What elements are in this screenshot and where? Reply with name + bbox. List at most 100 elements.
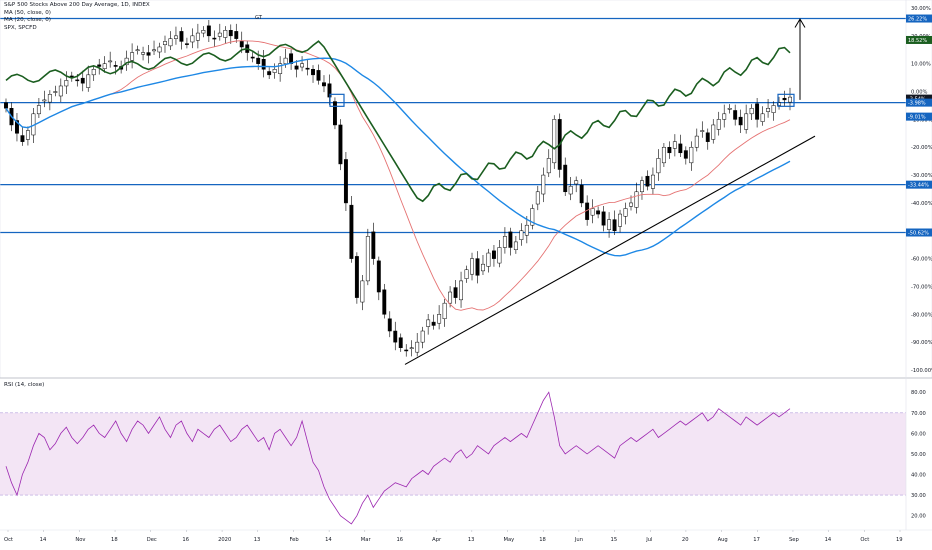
candle-body: [113, 65, 118, 67]
candle-body: [464, 269, 469, 279]
price-label-text: -50.62%: [908, 230, 929, 236]
highlight-box: [777, 93, 795, 107]
price-label-box: [906, 180, 932, 189]
candle-body: [689, 146, 694, 164]
y-tick-label: -20.00%: [911, 145, 932, 151]
price-label-text: 26.22%: [908, 17, 927, 23]
candle-body: [267, 71, 272, 76]
x-tick-label: Oct: [860, 537, 869, 543]
highlight-box: [329, 93, 345, 107]
candle-body: [283, 57, 288, 64]
candle-body: [141, 52, 146, 55]
candle-body: [102, 63, 107, 69]
candle-body: [437, 314, 442, 324]
candle-body: [234, 31, 239, 39]
candle-body: [409, 347, 414, 349]
candle-body: [36, 105, 41, 115]
rsi-line: [5, 391, 791, 525]
candle-body: [223, 30, 228, 38]
candle-body: [179, 31, 184, 42]
candle-body: [470, 258, 474, 275]
candle-body: [760, 113, 765, 122]
candle-body: [552, 119, 557, 164]
candle-body: [53, 91, 58, 93]
ma50-line: [5, 57, 791, 257]
candle-body: [97, 64, 102, 67]
candle-body: [217, 32, 222, 37]
candle-body: [661, 146, 666, 164]
candle-body: [294, 65, 299, 70]
y-tick-label: 10.00%: [911, 62, 931, 68]
candle-body: [771, 105, 776, 113]
candle-body: [607, 219, 612, 230]
candle-body: [250, 56, 255, 59]
legend-ma50: MA (50, close, 0): [4, 9, 51, 16]
candle-body: [174, 35, 178, 39]
candle-body: [722, 113, 727, 120]
candle-body: [650, 174, 655, 189]
candle-body: [272, 69, 277, 73]
y-tick-label: -80.00%: [911, 312, 932, 318]
rsi-y-tick-label: 50.00: [911, 452, 926, 458]
candle-body: [305, 67, 310, 70]
candle-body: [645, 175, 650, 187]
x-tick-label: 2020: [218, 537, 231, 543]
y-tick-label: 0.00%: [911, 90, 928, 96]
candle-body: [744, 113, 749, 130]
candle-body: [206, 25, 211, 37]
candle-body: [420, 330, 425, 343]
rsi-y-tick-label: 70.00: [911, 411, 926, 417]
candle-body: [360, 280, 365, 303]
rsi-pane[interactable]: [0, 391, 906, 525]
annotation-label: GT: [255, 15, 263, 21]
x-tick-label: 16: [396, 537, 403, 543]
candle-body: [530, 208, 535, 226]
x-tick-label: Nov: [75, 537, 85, 543]
candle-body: [497, 247, 502, 264]
x-tick-label: 20: [682, 537, 689, 543]
candle-body: [404, 349, 409, 352]
price-label-box: [906, 228, 932, 237]
x-tick-label: Jul: [645, 537, 652, 543]
candle-body: [711, 124, 716, 140]
candle-body: [4, 102, 8, 109]
x-tick-label: Mar: [361, 537, 372, 543]
x-tick-label: 16: [182, 537, 189, 543]
candle-body: [574, 180, 579, 185]
candle-body: [124, 57, 129, 66]
rsi-band: [0, 412, 906, 496]
candle-body: [239, 40, 244, 48]
ma20-line: [5, 40, 791, 311]
x-tick-label: Aug: [718, 537, 728, 543]
candle-body: [382, 289, 387, 315]
price-label-box: [906, 14, 932, 23]
candle-body: [508, 231, 513, 248]
candle-body: [135, 49, 140, 52]
main-pane[interactable]: GT: [0, 15, 906, 365]
price-label-box: [906, 35, 932, 44]
x-tick-label: 19: [896, 537, 903, 543]
legend-ma20: MA (20, close, 0): [4, 17, 51, 24]
candle-body: [448, 291, 453, 304]
x-tick-label: 14: [40, 537, 47, 543]
candle-body: [190, 35, 195, 43]
rsi-y-tick-label: 80.00: [911, 390, 926, 396]
x-tick-label: Dec: [147, 537, 157, 543]
candle-body: [640, 180, 644, 193]
x-tick-label: Apr: [432, 537, 442, 543]
y-tick-label: -60.00%: [911, 257, 932, 263]
candle-body: [91, 69, 96, 76]
candle-body: [354, 256, 359, 298]
y-tick-label: -70.00%: [911, 284, 932, 290]
x-tick-label: 13: [468, 537, 475, 543]
candle-body: [393, 330, 398, 343]
candle-body: [700, 130, 705, 132]
main-legend: S&P 500 Stocks Above 200 Day Average, 1D…: [4, 2, 150, 32]
candle-body: [541, 174, 546, 195]
candle-body: [519, 230, 524, 240]
candle-body: [25, 130, 30, 140]
candle-body: [415, 341, 420, 353]
candle-body: [376, 260, 381, 293]
